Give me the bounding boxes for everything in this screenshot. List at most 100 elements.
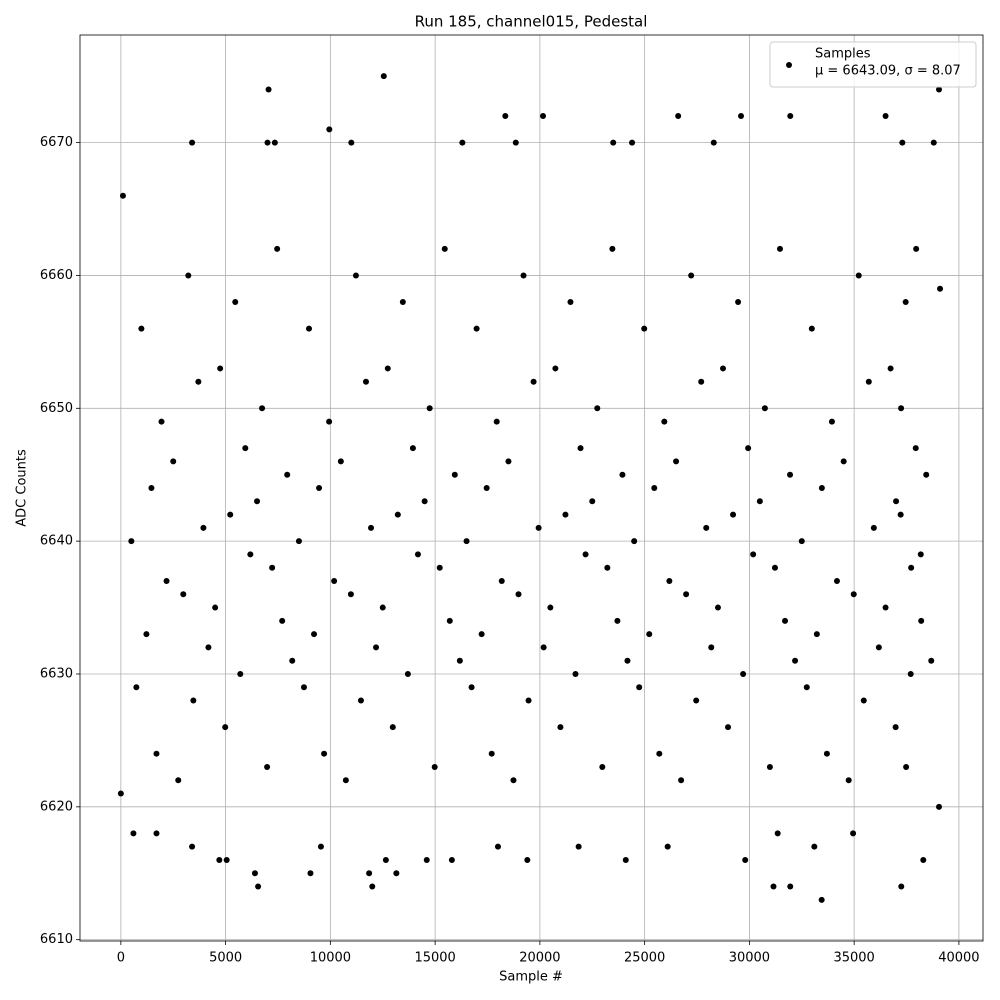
data-point <box>855 272 862 279</box>
data-point <box>898 405 905 412</box>
data-point <box>535 524 542 531</box>
data-point <box>463 538 470 545</box>
data-point <box>456 657 463 664</box>
x-tick-label: 0 <box>117 951 125 966</box>
legend-label: Samples <box>815 47 871 62</box>
data-point <box>520 272 527 279</box>
data-point <box>614 617 621 624</box>
data-point <box>923 471 930 478</box>
data-point <box>761 405 768 412</box>
data-point <box>423 856 430 863</box>
data-point <box>366 870 373 877</box>
data-point <box>913 245 920 252</box>
data-point <box>920 856 927 863</box>
data-point <box>279 617 286 624</box>
data-point <box>782 617 789 624</box>
data-point <box>664 843 671 850</box>
data-point <box>505 458 512 465</box>
data-point <box>646 631 653 638</box>
data-point <box>448 856 455 863</box>
data-point <box>259 405 266 412</box>
data-point <box>567 299 574 306</box>
data-point <box>185 272 192 279</box>
data-point <box>776 245 783 252</box>
data-point <box>525 697 532 704</box>
data-point <box>719 365 726 372</box>
data-point <box>917 551 924 558</box>
data-point <box>384 365 391 372</box>
data-point <box>740 670 747 677</box>
y-tick-label: 6650 <box>40 401 73 416</box>
data-point <box>117 790 124 797</box>
data-point <box>870 524 877 531</box>
data-point <box>222 724 229 731</box>
data-point <box>473 325 480 332</box>
data-point <box>247 551 254 558</box>
x-tick-label: 20000 <box>519 951 560 966</box>
data-point <box>898 883 905 890</box>
data-point <box>845 777 852 784</box>
data-point <box>510 777 517 784</box>
data-point <box>631 538 638 545</box>
data-point <box>483 485 490 491</box>
x-tick-label: 10000 <box>310 951 351 966</box>
data-point <box>175 777 182 784</box>
data-point <box>540 644 547 651</box>
data-point <box>399 299 406 306</box>
data-point <box>610 139 617 146</box>
data-point <box>271 139 278 146</box>
data-point <box>451 471 458 478</box>
data-point <box>629 139 636 146</box>
data-point <box>274 245 281 252</box>
y-tick-label: 6660 <box>40 268 73 283</box>
data-point <box>818 896 825 903</box>
data-point <box>170 458 177 465</box>
data-point <box>326 126 333 133</box>
data-point <box>380 73 387 80</box>
data-point <box>899 139 906 146</box>
data-point <box>882 604 889 611</box>
data-point <box>882 113 889 120</box>
data-point <box>892 724 899 731</box>
data-point <box>673 458 680 465</box>
data-point <box>326 418 333 425</box>
data-point <box>331 577 338 584</box>
data-point <box>738 113 745 120</box>
data-point <box>675 113 682 120</box>
data-point <box>189 843 196 850</box>
data-point <box>368 524 375 531</box>
data-point <box>348 139 355 146</box>
data-point <box>766 763 773 770</box>
data-point <box>683 591 690 598</box>
data-point <box>237 670 244 677</box>
data-point <box>289 657 296 664</box>
data-point <box>609 245 616 252</box>
data-point <box>265 86 272 93</box>
plot-frame <box>79 34 984 942</box>
data-point <box>589 498 596 505</box>
data-point <box>189 139 196 146</box>
data-point <box>656 750 663 757</box>
data-point <box>393 870 400 877</box>
data-point <box>128 538 135 545</box>
data-point <box>316 485 323 491</box>
data-point <box>575 843 582 850</box>
data-point <box>750 551 757 558</box>
data-point <box>833 577 840 584</box>
data-point <box>441 245 448 252</box>
data-point <box>572 670 579 677</box>
data-point <box>524 856 531 863</box>
data-point <box>774 830 781 837</box>
data-point <box>459 139 466 146</box>
data-point <box>908 564 915 571</box>
data-point <box>636 684 643 691</box>
data-point <box>582 551 589 558</box>
data-point <box>494 843 501 850</box>
data-point <box>698 378 705 385</box>
data-point <box>823 750 830 757</box>
data-point <box>818 485 825 491</box>
data-point <box>907 670 914 677</box>
data-point <box>307 870 314 877</box>
data-point <box>936 86 943 93</box>
